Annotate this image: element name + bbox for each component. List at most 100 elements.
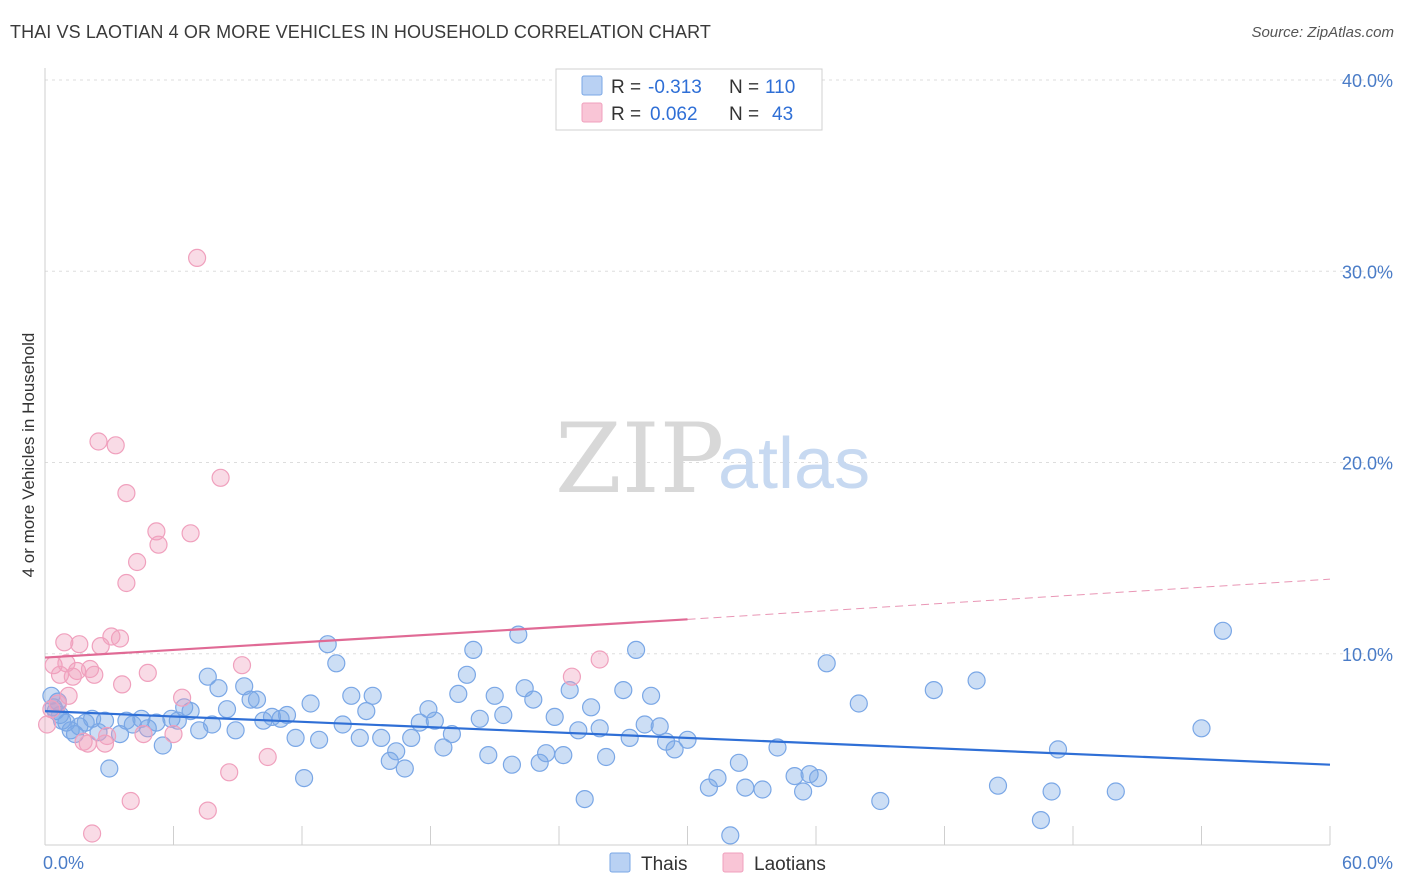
thai-point-22	[162, 709, 181, 728]
thai-point-39	[286, 728, 305, 748]
grid-lines	[45, 79, 1395, 655]
thai-point-62	[464, 640, 483, 660]
thai-point-53	[395, 759, 414, 778]
laotian-point-42	[590, 650, 609, 669]
thai-point-48	[357, 701, 376, 721]
legend-r-label-thais: R =	[611, 77, 641, 98]
thai-point-91	[708, 768, 727, 788]
thai-point-13	[95, 711, 115, 730]
legend-n-label-thais: N =	[729, 77, 759, 98]
thai-point-50	[372, 728, 391, 748]
thai-point-51	[380, 751, 399, 771]
thai-point-101	[817, 654, 836, 673]
thai-point-49	[363, 686, 382, 705]
thai-point-89	[678, 730, 697, 749]
thai-point-72	[536, 744, 556, 763]
laotian-point-26	[121, 791, 140, 811]
thai-point-108	[1042, 782, 1061, 801]
tick-labels: 10.0% 20.0% 30.0% 40.0% 0.0% 60.0%	[43, 71, 1393, 873]
legend-r-value-laotians: 0.062	[650, 104, 698, 125]
laotian-point-23	[112, 675, 132, 694]
stats-legend: R = -0.313 N = 110 R = 0.062 N = 43	[555, 68, 823, 131]
thai-point-31	[226, 721, 245, 740]
thai-point-46	[342, 686, 361, 705]
laotian-point-25	[117, 573, 136, 593]
thai-point-77	[575, 789, 594, 809]
series-laotians-points	[37, 248, 609, 843]
y-tick-label-0: 10.0%	[1342, 645, 1393, 665]
thai-point-21	[153, 736, 172, 755]
laotian-point-31	[149, 535, 168, 554]
laotian-point-7	[59, 686, 78, 705]
thai-point-47	[350, 728, 369, 748]
trend-lines	[44, 578, 1331, 766]
legend-r-label-laotians: R =	[611, 104, 641, 125]
thai-point-60	[449, 684, 468, 704]
y-axis-label: 4 or more Vehicles in Household	[19, 333, 38, 578]
x-tick-label-0: 0.0%	[43, 853, 84, 873]
laotian-point-19	[97, 726, 117, 746]
thai-point-106	[988, 776, 1008, 795]
thai-point-64	[479, 745, 498, 765]
thai-point-25	[181, 701, 200, 721]
thai-point-41	[301, 694, 320, 713]
thai-point-42	[310, 730, 329, 749]
thai-point-44	[327, 654, 346, 673]
laotian-trend-line	[44, 618, 688, 659]
legend-n-value-thais: 110	[765, 77, 795, 98]
thai-point-27	[198, 667, 217, 686]
chart-source: Source: ZipAtlas.com	[1251, 24, 1394, 41]
laotian-point-27	[128, 552, 147, 572]
thai-point-80	[596, 747, 616, 767]
thai-point-107	[1031, 810, 1051, 830]
thai-point-96	[768, 738, 787, 757]
thai-point-104	[924, 680, 943, 700]
laotian-point-34	[181, 524, 200, 543]
laotian-point-21	[106, 436, 125, 455]
thai-point-75	[560, 680, 579, 700]
legend-swatch-thais	[581, 75, 603, 96]
laotian-point-12	[78, 734, 97, 753]
series-thais-points	[42, 621, 1233, 845]
bottom-legend-label-laotians: Laotians	[754, 854, 826, 875]
thai-point-65	[485, 686, 504, 705]
laotian-point-0	[37, 715, 57, 734]
thai-trend-line	[44, 710, 1331, 766]
thai-point-34	[247, 690, 267, 709]
thai-point-57	[425, 711, 444, 730]
thai-point-66	[494, 705, 513, 725]
thai-point-63	[470, 709, 489, 728]
thai-point-33	[241, 690, 260, 709]
laotian-point-37	[211, 468, 230, 487]
laotian-point-10	[70, 635, 89, 654]
laotian-trend-line-extension	[687, 578, 1331, 620]
thai-point-61	[457, 665, 476, 684]
thai-point-12	[89, 723, 108, 742]
thai-point-70	[524, 690, 543, 709]
y-tick-label-1: 20.0%	[1342, 454, 1393, 474]
bottom-legend-swatch-laotians	[722, 852, 744, 873]
thai-point-30	[217, 700, 237, 719]
thai-point-59	[442, 724, 461, 744]
laotian-point-30	[147, 522, 166, 541]
legend-n-value-laotians: 43	[772, 104, 793, 125]
bottom-legend-swatch-thais	[609, 852, 631, 873]
laotian-point-15	[85, 665, 104, 684]
thai-point-43	[318, 635, 337, 654]
thai-point-110	[1106, 782, 1125, 801]
thai-point-95	[753, 780, 772, 799]
y-tick-label-2: 30.0%	[1342, 262, 1393, 282]
laotian-point-41	[562, 667, 582, 686]
thai-point-88	[665, 740, 684, 759]
thai-point-58	[434, 738, 453, 757]
thai-point-14	[100, 759, 119, 778]
legend-swatch-laotians	[581, 102, 603, 123]
thai-point-103	[871, 791, 890, 811]
series-legend: Thais Laotians	[609, 852, 826, 875]
thai-point-40	[295, 768, 314, 788]
thai-point-102	[849, 694, 868, 713]
laotian-point-38	[220, 763, 239, 782]
laotian-point-14	[82, 824, 102, 843]
laotian-point-5	[55, 633, 74, 652]
thai-point-20	[147, 713, 166, 732]
